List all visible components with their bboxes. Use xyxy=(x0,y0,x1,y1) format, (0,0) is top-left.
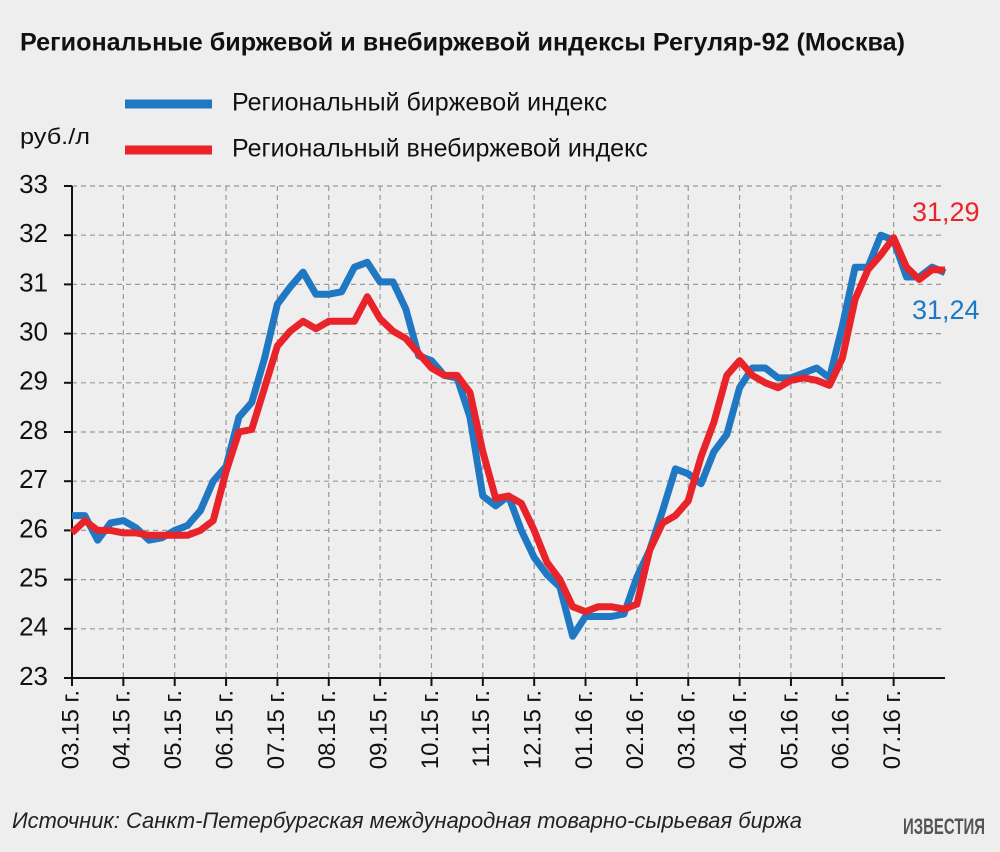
annotation: 31,24 xyxy=(912,295,980,325)
y-tick-label: 30 xyxy=(19,316,48,346)
logo: ИЗВЕСТИЯ xyxy=(903,814,985,839)
x-tick-label: 05.15 г. xyxy=(160,690,187,769)
y-tick-label: 23 xyxy=(19,661,48,691)
x-tick-label: 03.16 г. xyxy=(674,690,701,769)
legend-label: Региональный биржевой индекс xyxy=(232,89,607,117)
series-line xyxy=(69,234,946,616)
y-tick-label: 31 xyxy=(19,267,48,297)
x-tick-label: 07.16 г. xyxy=(879,690,906,769)
y-axis-label: руб./л xyxy=(20,124,90,149)
x-tick-label: 06.15 г. xyxy=(211,690,238,769)
y-tick-label: 25 xyxy=(19,562,48,592)
y-tick-label: 33 xyxy=(19,169,48,199)
annotation: 31,29 xyxy=(912,197,980,227)
legend-label: Региональный внебиржевой индекс xyxy=(232,135,648,163)
x-tick-label: 01.16 г. xyxy=(571,690,598,769)
y-tick-label: 29 xyxy=(19,366,48,396)
y-tick-label: 28 xyxy=(19,415,48,445)
x-tick-label: 12.15 г. xyxy=(520,690,547,769)
source: Источник: Санкт-Петербургская международ… xyxy=(12,808,802,833)
y-tick-label: 27 xyxy=(19,464,48,494)
y-tick-label: 26 xyxy=(19,513,48,543)
x-tick-label: 04.15 г. xyxy=(109,690,136,769)
x-tick-label: 02.16 г. xyxy=(622,690,649,769)
x-tick-label: 04.16 г. xyxy=(725,690,752,769)
x-tick-label: 05.16 г. xyxy=(776,690,803,769)
chart-title: Региональные биржевой и внебиржевой инде… xyxy=(20,29,905,57)
x-tick-label: 11.15 г. xyxy=(468,690,495,767)
x-tick-label: 03.15 г. xyxy=(57,690,84,769)
y-tick-label: 32 xyxy=(19,218,48,248)
y-tick-label: 24 xyxy=(19,612,48,642)
x-tick-label: 06.16 г. xyxy=(828,690,855,769)
x-tick-label: 10.15 г. xyxy=(417,690,444,769)
x-tick-label: 09.15 г. xyxy=(365,690,392,769)
x-tick-label: 08.15 г. xyxy=(314,690,341,769)
x-tick-label: 07.15 г. xyxy=(263,690,290,769)
